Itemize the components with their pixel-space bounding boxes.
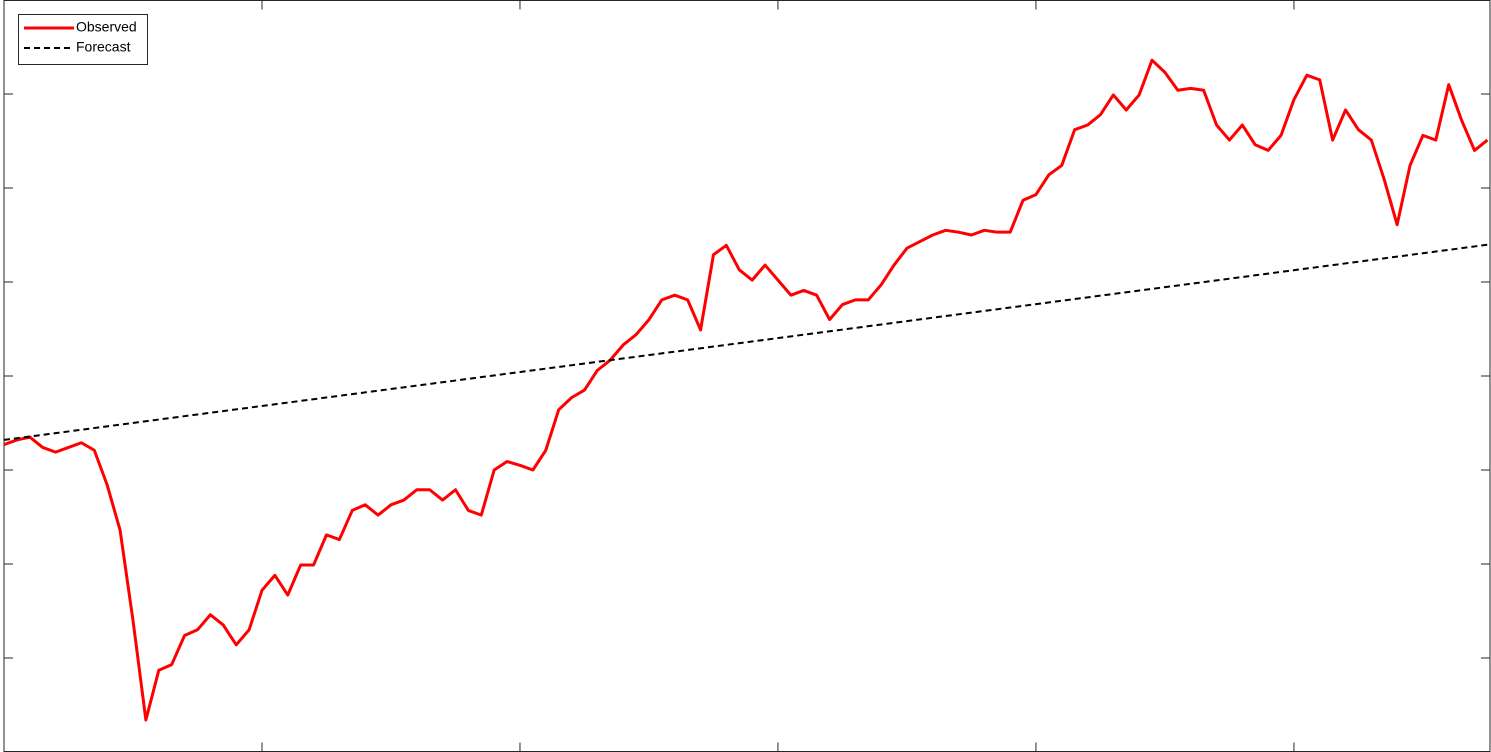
plot-area (3, 0, 1491, 752)
series-line (3, 58, 1489, 722)
legend-label: Forecast (76, 39, 131, 55)
legend-label: Observed (76, 19, 137, 35)
legend-box (18, 14, 148, 65)
